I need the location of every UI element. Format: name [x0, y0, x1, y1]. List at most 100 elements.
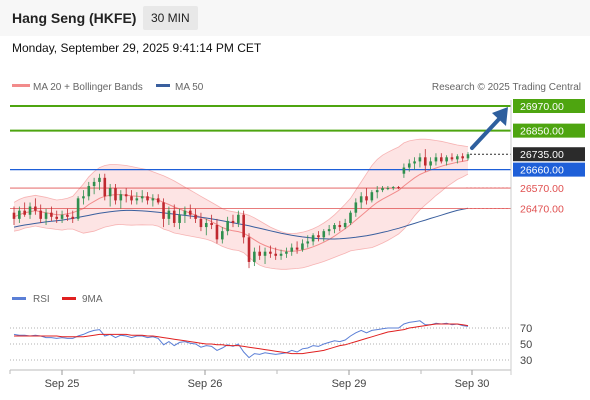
candle	[76, 196, 80, 221]
candle-body	[146, 196, 149, 201]
candle	[103, 173, 107, 201]
bb-legend-swatch	[12, 84, 30, 87]
level-label-support: 26470.00	[520, 204, 564, 216]
candle-body	[135, 198, 139, 201]
candle-body	[402, 167, 406, 174]
time-tick-label: Sep 29	[332, 378, 367, 390]
candle-body	[172, 210, 176, 223]
candle-body	[28, 206, 32, 215]
candle-body	[76, 198, 80, 219]
candle-body	[226, 220, 229, 232]
candle-body	[349, 212, 352, 223]
candle	[188, 204, 192, 219]
candle-body	[269, 251, 272, 254]
level-label-bg	[513, 147, 585, 162]
rsi-gridlines	[10, 327, 511, 361]
time-tick-label: Sep 25	[45, 378, 80, 390]
candle-body	[429, 161, 432, 166]
candle-body	[365, 196, 368, 201]
candle	[317, 231, 320, 242]
candle	[199, 212, 203, 232]
candle	[162, 198, 165, 228]
candle-body	[39, 210, 43, 219]
candle	[108, 183, 112, 207]
candle-body	[445, 157, 448, 162]
candle	[237, 210, 240, 228]
ma50-legend-label: MA 50	[175, 82, 204, 93]
bb-legend-label: MA 20 + Bollinger Bands	[33, 82, 143, 93]
candle-body	[242, 214, 245, 238]
candle	[375, 186, 379, 199]
candle-body	[119, 194, 123, 201]
candle	[194, 208, 197, 223]
candle	[23, 202, 26, 217]
candle	[258, 245, 261, 260]
candle-body	[461, 156, 464, 159]
candle	[274, 247, 278, 260]
candle	[290, 243, 294, 256]
candle-body	[359, 196, 363, 203]
time-tick-label: Sep 30	[455, 378, 490, 390]
candle-body	[263, 251, 267, 256]
candle-body	[381, 188, 384, 191]
candle	[301, 239, 304, 252]
source-credit: Research © 2025 Trading Central	[432, 82, 581, 93]
candle-body	[327, 229, 331, 232]
candle	[119, 190, 123, 209]
candle-body	[322, 231, 326, 238]
rsi-tick-label: 70	[520, 323, 532, 335]
candle	[391, 186, 395, 191]
candle-body	[124, 194, 128, 197]
candle	[429, 157, 432, 170]
candle-body	[253, 251, 256, 262]
candle	[343, 218, 347, 230]
candlestick-series	[12, 149, 470, 269]
candle	[98, 173, 101, 191]
ma9-legend-label: 9MA	[82, 294, 103, 305]
bb-lower-line	[13, 173, 469, 270]
candle-body	[210, 222, 213, 226]
rsi-lines	[13, 320, 469, 359]
candle-body	[92, 181, 96, 187]
candle-body	[199, 218, 203, 228]
candle-body	[274, 253, 278, 256]
level-lines	[10, 105, 511, 209]
candle	[354, 198, 358, 217]
instrument-title: Hang Seng (HKFE)	[12, 10, 137, 26]
candle-body	[71, 216, 75, 219]
candle	[34, 198, 37, 215]
level-label-bg	[513, 99, 585, 113]
candle-body	[290, 247, 294, 252]
rsi-tick-label: 50	[520, 339, 532, 351]
candle	[333, 222, 336, 234]
projection-arrow-icon	[470, 107, 508, 150]
rsi-legend-swatch	[12, 297, 26, 300]
candle	[140, 190, 144, 203]
candle-body	[434, 157, 438, 162]
candle-body	[333, 225, 336, 230]
candle-body	[140, 196, 144, 199]
bb-fill	[14, 139, 468, 270]
candle-body	[87, 186, 91, 197]
candle-body	[50, 212, 53, 217]
candle-body	[279, 253, 283, 256]
candle-body	[338, 225, 342, 228]
candle	[397, 186, 400, 190]
candle	[183, 206, 187, 223]
candle-body	[151, 198, 155, 201]
candle-body	[247, 237, 251, 262]
level-label-resistance: 26970.00	[520, 101, 564, 113]
rsi-axis: 70 50 30	[520, 323, 532, 367]
candle	[231, 214, 235, 228]
timeframe-badge[interactable]: 30 MIN	[143, 6, 198, 30]
ma9-legend-swatch	[62, 297, 76, 300]
time-axis: Sep 25 Sep 26 Sep 29 Sep 30	[9, 370, 490, 390]
candle	[466, 152, 470, 161]
candle	[92, 177, 96, 195]
candle	[327, 225, 331, 236]
candle	[146, 192, 149, 205]
candle	[306, 235, 310, 248]
candle	[221, 227, 224, 244]
level-label-current: 26735.00	[520, 149, 564, 161]
